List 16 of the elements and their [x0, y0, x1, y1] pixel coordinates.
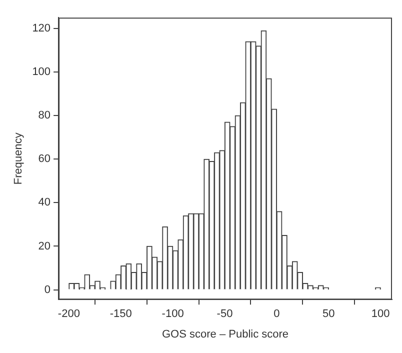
x-tick-label: 0 — [274, 308, 280, 320]
y-tick-label: 20 — [38, 240, 51, 252]
x-tick-label: 100 — [371, 308, 390, 320]
y-tick-label: 80 — [38, 110, 51, 122]
y-tick-label: 60 — [38, 153, 51, 166]
x-tick-label: 50 — [322, 308, 335, 320]
y-tick-label: 100 — [32, 66, 51, 78]
x-axis-title: GOS score – Public score — [162, 328, 289, 340]
y-tick-label: 40 — [38, 196, 51, 209]
x-tick-label: -100 — [162, 308, 184, 320]
y-tick-label: 0 — [44, 284, 51, 296]
x-tick-label: -150 — [110, 308, 132, 320]
x-tick-label: -200 — [58, 308, 80, 320]
y-tick-label: 120 — [32, 22, 51, 35]
x-tick-label: -50 — [216, 308, 233, 320]
y-axis-title: Frequency — [12, 132, 25, 185]
